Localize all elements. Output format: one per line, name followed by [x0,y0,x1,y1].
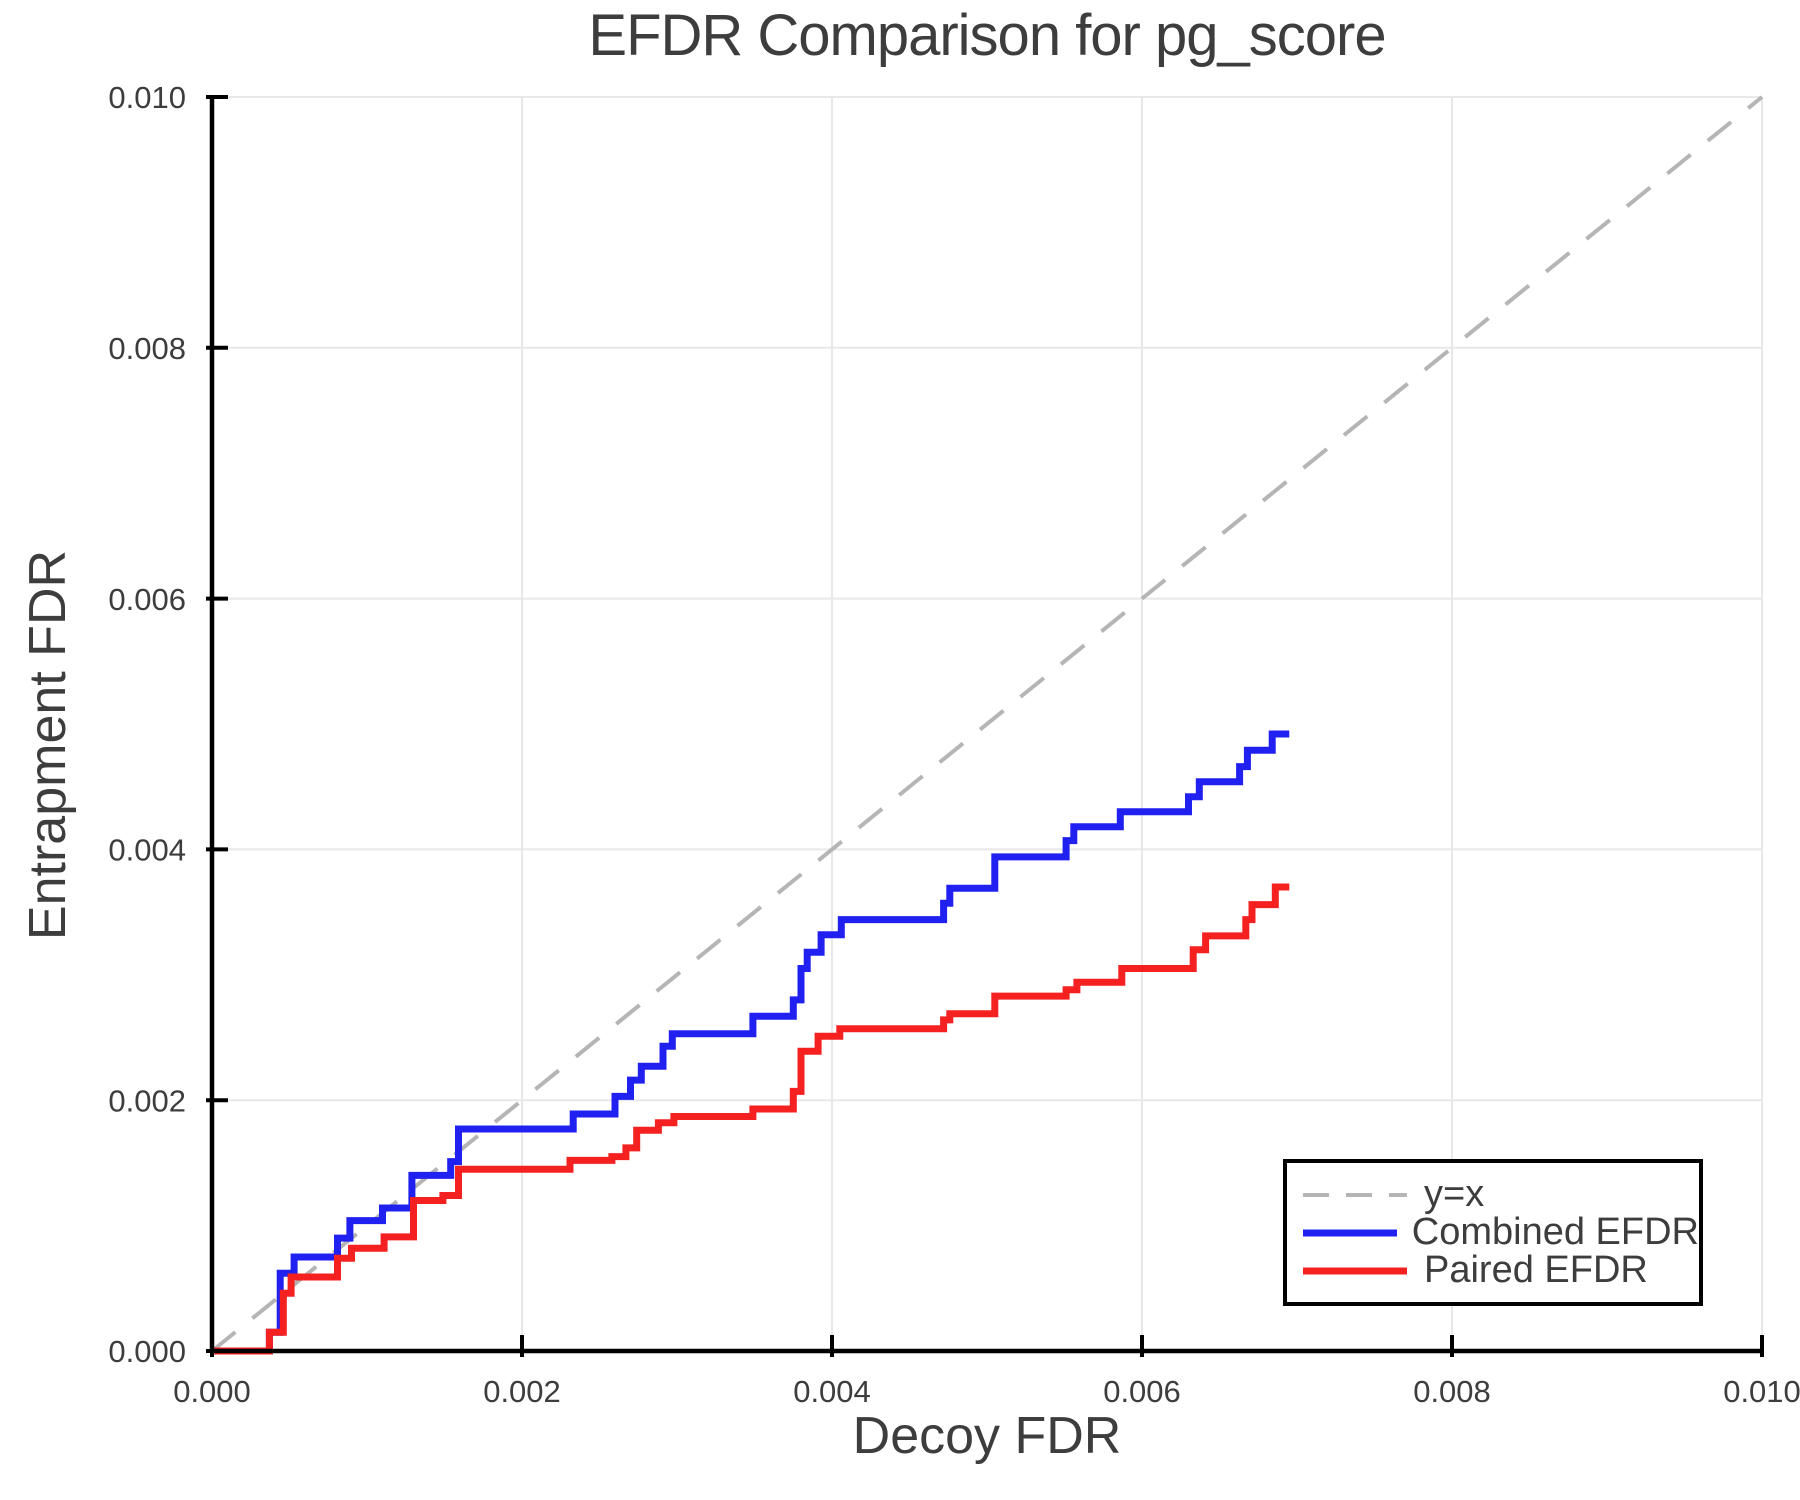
legend-paired-line-sample [1303,1267,1407,1274]
y-tick-label: 0.004 [108,833,186,868]
legend-label-combined-efdr: Combined EFDR [1411,1211,1699,1253]
x-axis-label: Decoy FDR [852,1407,1122,1465]
y-tick-label: 0.010 [108,80,186,115]
series-path-paired-efdr [212,883,1290,1355]
series-path-combined-efdr [212,730,1290,1355]
legend-identity-line-sample [1303,1192,1407,1197]
identity-line [210,95,1764,1353]
chart-title: EFDR Comparison for pg_score [588,3,1386,68]
legend-combined-line-sample [1303,1229,1397,1236]
legend: y=x Combined EFDR Paired EFDR [1283,1159,1703,1306]
legend-item-combined-efdr: Combined EFDR [1301,1211,1699,1253]
x-tick-label: 0.010 [1723,1374,1800,1409]
x-tick-label: 0.008 [1413,1374,1491,1409]
legend-label-identity: y=x [1424,1173,1485,1215]
y-tick-label: 0.006 [108,582,186,617]
legend-item-identity: y=x [1301,1173,1699,1215]
x-tick-label: 0.006 [1103,1374,1181,1409]
x-tick-label: 0.000 [173,1374,251,1409]
y-tick-label: 0.008 [108,331,186,366]
y-axis-label: Entrapment FDR [19,549,77,941]
x-tick-label: 0.004 [793,1374,871,1409]
legend-item-paired-efdr: Paired EFDR [1301,1249,1699,1291]
x-tick-label: 0.002 [483,1374,561,1409]
legend-label-paired-efdr: Paired EFDR [1424,1249,1648,1291]
y-tick-label: 0.002 [108,1083,186,1118]
y-tick-label: 0.000 [108,1334,186,1369]
